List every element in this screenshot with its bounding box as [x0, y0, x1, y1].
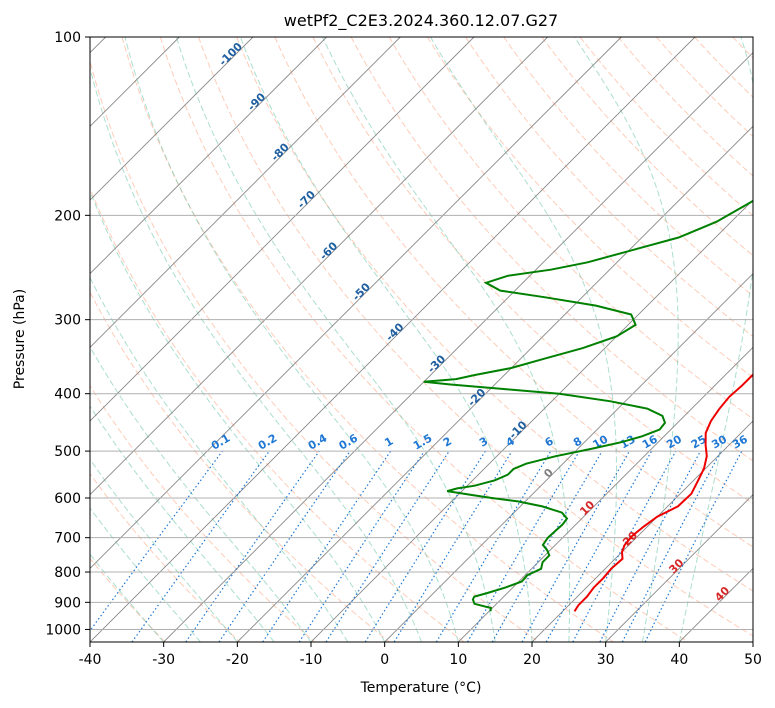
- moist-adiabat-line: [90, 507, 201, 642]
- mixing-ratio-line: [545, 450, 653, 642]
- isotherm-line: [237, 125, 753, 642]
- mixing-ratio-line: [185, 450, 320, 642]
- dry-adiabat-line: [90, 186, 465, 642]
- moist-adiabat-line: [90, 276, 349, 642]
- dry-adiabat-line: [198, 37, 753, 637]
- moist-adiabat-line: [574, 37, 679, 642]
- y-tick-label: 400: [54, 387, 81, 403]
- x-tick-label: -30: [152, 652, 175, 668]
- x-axis-label: Temperature (°C): [360, 680, 482, 696]
- x-tick-label: -20: [226, 652, 249, 668]
- mixing-ratio-line: [262, 450, 392, 642]
- plot-frame: [89, 36, 754, 643]
- y-tick-label: 1000: [45, 622, 81, 638]
- isotherm-line: [531, 420, 753, 642]
- mixing-ratio-line: [298, 450, 425, 642]
- moist-adiabat-line: [90, 405, 275, 642]
- mixing-ratio-line: [218, 450, 351, 642]
- dry-adiabat-line: [274, 37, 753, 548]
- x-tick-label: 40: [670, 652, 688, 668]
- y-tick-label: 600: [54, 491, 81, 507]
- dry-adiabat-line: [90, 59, 540, 642]
- x-tick-label: 10: [449, 652, 467, 668]
- isotherm-line: [90, 37, 327, 275]
- moist-adiabat-line: [124, 37, 459, 642]
- y-tick-label: 200: [54, 208, 81, 224]
- isotherm-line: [605, 494, 753, 642]
- moist-adiabat-line: [678, 37, 753, 642]
- mixing-ratio-line: [393, 450, 513, 642]
- moist-adiabat-line: [90, 189, 386, 642]
- x-tick-label: 0: [380, 652, 389, 668]
- y-tick-label: 300: [54, 313, 81, 329]
- mixing-ratio-line: [572, 450, 677, 642]
- dry-adiabat-line: [90, 384, 316, 642]
- isotherm-line: [90, 37, 696, 642]
- moist-adiabat-line: [322, 37, 571, 642]
- mixing-ratio-line: [521, 450, 631, 642]
- y-tick-label: 500: [54, 444, 81, 460]
- dry-adiabat-line: [350, 37, 753, 462]
- mixing-ratio-line: [131, 450, 270, 642]
- dry-adiabat-line: [503, 37, 753, 297]
- isotherm-line: [384, 273, 753, 642]
- dewpoint-profile-line: [423, 199, 753, 612]
- y-tick-label: 800: [54, 565, 81, 581]
- dry-adiabat-line: [159, 37, 689, 642]
- isotherm-line: [90, 37, 401, 348]
- isotherm-line: [458, 346, 753, 642]
- y-tick-label: 900: [54, 595, 81, 611]
- moist-adiabat-line: [175, 37, 496, 642]
- isotherm-line: [310, 199, 753, 642]
- isotherm-line: [90, 37, 622, 569]
- moist-adiabat-line: [90, 65, 422, 642]
- mixing-ratio-line: [325, 450, 450, 642]
- x-tick-label: 50: [744, 652, 762, 668]
- dry-adiabat-line: [388, 37, 753, 420]
- isotherm-line: [90, 37, 254, 201]
- isotherm-line: [163, 52, 753, 642]
- dry-adiabat-line: [617, 37, 753, 177]
- moist-adiabat-line: [90, 553, 165, 642]
- moist-adiabat-line: [90, 345, 312, 642]
- x-tick-label: 20: [523, 652, 541, 668]
- mixing-ratio-line: [644, 450, 743, 642]
- moist-adiabat-line: [239, 37, 533, 642]
- chart-title: wetPf2_C2E3.2024.360.12.07.G27: [284, 11, 558, 31]
- moist-adiabat-line: [90, 458, 238, 642]
- y-axis-label: Pressure (hPa): [12, 289, 28, 389]
- mixing-ratio-line: [90, 450, 223, 632]
- dry-adiabat-line: [312, 37, 753, 505]
- dry-adiabat-line: [90, 291, 390, 642]
- y-tick-label: 100: [54, 30, 81, 46]
- x-tick-label: 30: [597, 652, 615, 668]
- x-tick-label: -10: [300, 652, 323, 668]
- dry-adiabat-line: [121, 37, 614, 642]
- y-tick-label: 700: [54, 531, 81, 547]
- dry-adiabat-line: [236, 37, 753, 592]
- temperature-profile-line: [573, 373, 753, 612]
- isotherm-line: [90, 37, 475, 422]
- x-tick-label: -40: [79, 652, 102, 668]
- moist-adiabat-line: [430, 37, 617, 642]
- dry-adiabat-line: [541, 37, 753, 257]
- isotherm-line: [90, 37, 548, 496]
